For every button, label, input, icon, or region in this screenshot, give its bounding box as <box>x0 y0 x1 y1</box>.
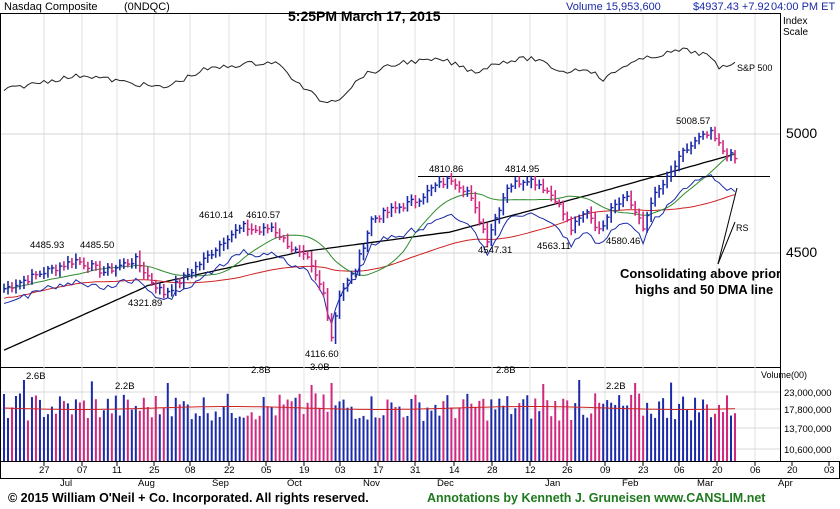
x-day-label: 25 <box>149 465 160 476</box>
x-day-label: 26 <box>562 465 573 476</box>
callout-pointer-2 <box>717 221 736 265</box>
x-day-label: 09 <box>600 465 611 476</box>
volume-annotation: 2.8B <box>496 365 516 376</box>
x-month-label: Dec <box>437 478 454 489</box>
price-annotation-4610.14: 4610.14 <box>199 210 233 221</box>
volume-annotation: 2.6B <box>26 371 46 382</box>
price-panel-frame <box>0 13 781 368</box>
volume-tick-label: 13,700,000 <box>784 424 832 435</box>
index-scale-label-2: Scale <box>783 27 808 38</box>
x-day-label: 28 <box>487 465 498 476</box>
volume-ma-line <box>3 406 736 410</box>
x-month-label: Apr <box>778 478 793 489</box>
x-day-label: 17 <box>373 465 384 476</box>
x-day-label: 27 <box>39 465 50 476</box>
price-annotation-4580.46: 4580.46 <box>606 236 640 247</box>
header-bar <box>0 0 780 13</box>
x-day-label: 23 <box>638 465 649 476</box>
x-day-label: 06 <box>674 465 685 476</box>
gridlines <box>43 14 756 461</box>
price-annotations: 4485.93 4485.50 4321.89 4610.14 4610.57 4116.… <box>30 116 710 360</box>
price-annotation-4547.31: 4547.31 <box>478 245 512 256</box>
x-month-label: Jan <box>545 478 560 489</box>
x-day-label: 19 <box>299 465 310 476</box>
index-scale-label-1: Index <box>783 16 807 27</box>
sp500-label: S&P 500 <box>737 63 772 73</box>
x-day-label: 08 <box>185 465 196 476</box>
x-day-label: 11 <box>112 465 122 476</box>
x-month-label: Oct <box>287 478 302 489</box>
x-day-label: 03 <box>335 465 346 476</box>
volume-annotation: 2.2B <box>115 381 135 392</box>
x-day-label: 07 <box>77 465 88 476</box>
quote-readout: $4937.43 +7.92 <box>693 1 770 13</box>
price-gridlines <box>1 133 780 254</box>
long-term-ma-line <box>3 153 736 351</box>
x-day-label: 03 <box>824 465 835 476</box>
volume-tick-label: 10,600,000 <box>784 445 832 456</box>
callout-line-1: Consolidating above prior <box>620 266 781 281</box>
price-annotation-4563.11: 4563.11 <box>537 241 571 252</box>
price-annotation-4810.86: 4810.86 <box>429 164 463 175</box>
footer-annotations: Annotations by Kenneth J. Gruneisen www.… <box>427 491 766 505</box>
volume-annotation: 2.2B <box>606 381 626 392</box>
volume-axis-ticks: 23,000,000 17,800,000 13,700,000 10,600,000 <box>784 388 832 456</box>
price-annotation-4116.60: 4116.60 <box>305 349 339 360</box>
x-month-label: Jul <box>60 478 72 489</box>
sp500-line <box>3 47 736 104</box>
chart-timestamp: 5:25PM March 17, 2015 <box>288 8 441 24</box>
x-axis: 27 07 11 25 08 22 05 19 03 17 31 14 28 12 26 09 23 06 20 06… <box>39 461 835 489</box>
x-month-label: Aug <box>138 478 155 489</box>
volume-readout: Volume 15,953,600 <box>566 1 661 13</box>
price-annotation-4814.95: 4814.95 <box>505 164 539 175</box>
quote-time: 04:00 PM ET <box>771 1 835 13</box>
index-title: Nasdaq Composite <box>4 1 98 13</box>
volume-tick-label: 23,000,000 <box>784 388 832 399</box>
x-month-label: Feb <box>622 478 638 489</box>
x-month-label: Sep <box>212 478 229 489</box>
volume-annotations: 2.6B 2.2B 2.8B 3.0B 2.8B 2.2B <box>26 362 626 392</box>
price-annotation-4321.89: 4321.89 <box>128 298 162 309</box>
callout-line-2: highs and 50 DMA line <box>635 282 773 297</box>
ma50-line <box>3 152 736 290</box>
footer-copyright: © 2015 William O'Neil + Co. Incorporated… <box>8 491 369 505</box>
volume-annotation: 3.0B <box>310 362 330 373</box>
x-day-label: 22 <box>224 465 235 476</box>
x-month-label: Nov <box>363 478 380 489</box>
price-bars <box>3 126 738 345</box>
price-tick-4500: 4500 <box>786 244 817 260</box>
volume-title: Volume(00) <box>761 370 807 380</box>
rs-label: RS <box>736 223 749 233</box>
callout-pointer-1 <box>717 187 738 265</box>
index-symbol: (0NDQC) <box>124 1 170 13</box>
x-day-label: 31 <box>410 465 421 476</box>
x-day-label: 14 <box>449 465 460 476</box>
x-day-label: 05 <box>261 465 272 476</box>
price-tick-5000: 5000 <box>786 125 817 141</box>
volume-annotation: 2.8B <box>251 365 271 376</box>
x-month-label: Mar <box>697 478 713 489</box>
price-annotation-5008.57: 5008.57 <box>676 116 710 127</box>
x-day-label: 06 <box>750 465 761 476</box>
price-annotation-4485.50: 4485.50 <box>80 240 114 251</box>
volume-tick-label: 17,800,000 <box>784 405 832 416</box>
x-day-label: 12 <box>525 465 536 476</box>
price-annotation-4485.93: 4485.93 <box>30 240 64 251</box>
price-annotation-4610.57: 4610.57 <box>246 210 280 221</box>
x-day-label: 20 <box>712 465 723 476</box>
x-day-label: 20 <box>787 465 798 476</box>
rs-line <box>3 173 736 326</box>
